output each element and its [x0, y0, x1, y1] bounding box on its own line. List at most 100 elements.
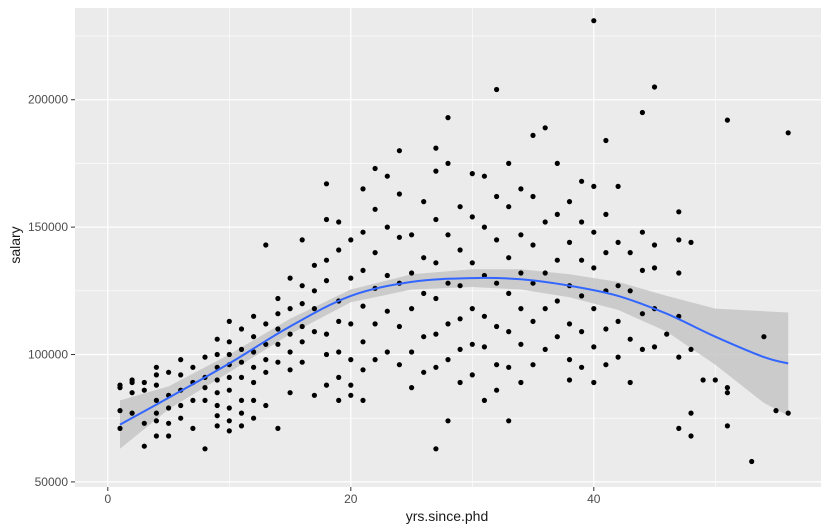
- data-point: [360, 367, 366, 373]
- data-point: [226, 351, 232, 358]
- data-point: [639, 109, 646, 116]
- data-point: [311, 329, 317, 335]
- data-point: [651, 265, 658, 271]
- data-point: [360, 229, 366, 235]
- data-point: [481, 313, 487, 319]
- data-point: [409, 385, 415, 391]
- data-point: [348, 321, 354, 327]
- data-point: [251, 397, 257, 403]
- data-point: [348, 275, 354, 281]
- data-point: [396, 362, 402, 368]
- data-point: [518, 270, 524, 276]
- data-point: [542, 346, 548, 352]
- data-point: [141, 379, 147, 386]
- data-point: [336, 318, 342, 324]
- data-point: [263, 369, 269, 375]
- data-point: [202, 385, 208, 391]
- data-point: [433, 260, 439, 266]
- data-point: [724, 390, 731, 396]
- data-point: [530, 318, 536, 324]
- data-point: [445, 232, 451, 238]
- data-point: [348, 237, 354, 243]
- data-point: [190, 425, 196, 431]
- data-point: [287, 331, 293, 337]
- data-point: [603, 250, 609, 256]
- data-point: [311, 288, 317, 294]
- data-point: [651, 84, 658, 90]
- data-point: [518, 186, 524, 192]
- data-point: [518, 379, 524, 386]
- data-point: [712, 377, 718, 383]
- data-point: [785, 410, 791, 416]
- data-point: [542, 306, 548, 312]
- data-point: [457, 346, 463, 352]
- data-point: [421, 334, 427, 340]
- data-point: [421, 290, 427, 296]
- data-point: [251, 313, 257, 319]
- data-point: [433, 168, 439, 174]
- data-point: [433, 295, 439, 302]
- data-point: [566, 377, 573, 383]
- data-point: [554, 334, 560, 340]
- data-point: [615, 354, 621, 360]
- data-point: [530, 362, 536, 368]
- data-point: [202, 397, 208, 403]
- data-point: [615, 318, 621, 324]
- data-point: [457, 204, 463, 210]
- data-point: [676, 425, 682, 431]
- data-point: [688, 346, 694, 352]
- data-point: [445, 418, 451, 424]
- data-point: [323, 382, 330, 388]
- data-point: [530, 193, 536, 200]
- data-point: [311, 262, 317, 268]
- data-point: [153, 433, 159, 439]
- data-point: [384, 272, 390, 279]
- data-point: [469, 341, 475, 347]
- data-point: [664, 331, 670, 337]
- data-point: [226, 374, 232, 380]
- data-point: [275, 425, 281, 431]
- data-point: [591, 306, 597, 312]
- data-point: [311, 392, 317, 398]
- data-point: [214, 351, 220, 358]
- data-point: [445, 115, 451, 121]
- data-point: [238, 346, 245, 352]
- data-point: [579, 257, 585, 263]
- data-point: [214, 413, 220, 419]
- data-point: [724, 423, 731, 429]
- data-point: [238, 359, 245, 365]
- data-point: [323, 331, 330, 337]
- data-point: [603, 326, 609, 332]
- data-point: [336, 374, 342, 380]
- data-point: [615, 239, 621, 245]
- data-point: [506, 160, 512, 166]
- data-point: [639, 267, 646, 273]
- data-point: [409, 270, 415, 276]
- data-point: [153, 382, 159, 388]
- data-point: [433, 331, 439, 337]
- plot-panel: [75, 8, 821, 487]
- data-point: [542, 270, 548, 276]
- data-point: [433, 446, 439, 452]
- data-point: [153, 418, 159, 424]
- data-point: [141, 420, 147, 426]
- data-point: [287, 367, 293, 373]
- data-point: [287, 349, 293, 355]
- data-point: [469, 214, 475, 220]
- data-point: [360, 303, 366, 309]
- data-point: [749, 458, 755, 465]
- data-point: [506, 329, 512, 335]
- data-point: [421, 255, 427, 261]
- data-point: [785, 130, 791, 136]
- data-point: [141, 387, 147, 393]
- x-tick-label: 0: [104, 492, 111, 506]
- data-point: [579, 293, 585, 299]
- data-point: [178, 415, 184, 421]
- data-point: [299, 359, 305, 365]
- data-point: [299, 323, 305, 330]
- data-point: [251, 334, 257, 340]
- data-point: [226, 418, 232, 424]
- data-point: [506, 364, 512, 370]
- data-point: [251, 379, 257, 386]
